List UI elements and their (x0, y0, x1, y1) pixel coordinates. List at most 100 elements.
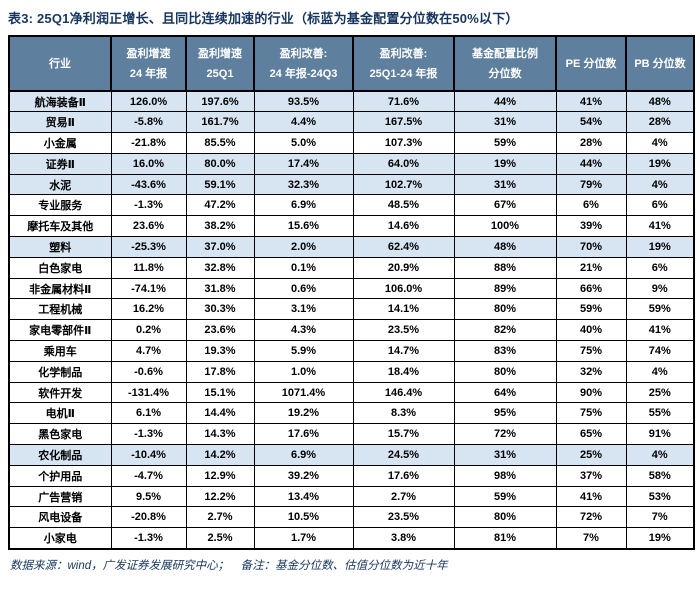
value-cell: 146.4% (352, 381, 455, 404)
value-cell: -0.6% (110, 360, 187, 383)
value-cell: 2.7% (352, 485, 455, 508)
table-row: 小金属 -21.8% 85.5% 5.0% 107.3% 59% 28% 4% (8, 132, 695, 154)
value-cell: 6% (625, 256, 695, 279)
value-cell: 39% (555, 215, 627, 238)
value-cell: -1.3% (110, 423, 187, 446)
value-cell: -20.8% (110, 506, 187, 529)
value-cell: 1.7% (253, 527, 354, 550)
industry-cell: 软件开发 (8, 381, 112, 404)
value-cell: 3.1% (253, 298, 354, 321)
value-cell: 3.8% (352, 527, 455, 550)
value-cell: -43.6% (110, 173, 187, 196)
value-cell: 4% (625, 132, 695, 154)
value-cell: 58% (625, 464, 695, 487)
industry-cell: 摩托车及其他 (8, 215, 112, 238)
value-cell: 64% (453, 381, 557, 404)
value-cell: 12.2% (185, 485, 255, 508)
value-cell: 28% (625, 111, 695, 134)
value-cell: 4% (625, 173, 695, 196)
value-cell: 75% (555, 340, 627, 362)
value-cell: 16.2% (110, 298, 187, 321)
value-cell: 23.5% (352, 319, 455, 342)
value-cell: -74.1% (110, 277, 187, 300)
value-cell: 79% (555, 173, 627, 196)
value-cell: 13.4% (253, 485, 354, 508)
industry-cell: 小金属 (8, 132, 112, 154)
value-cell: 80% (453, 506, 557, 529)
value-cell: 59% (453, 132, 557, 154)
value-cell: 9.5% (110, 485, 187, 508)
value-cell: 6.9% (253, 444, 354, 466)
value-cell: 48.5% (352, 194, 455, 217)
value-cell: 126.0% (110, 90, 187, 113)
value-cell: 17.4% (253, 152, 354, 175)
table-row: 摩托车及其他 23.6% 38.2% 15.6% 14.6% 100% 39% 41% (8, 215, 695, 238)
value-cell: 89% (453, 277, 557, 300)
value-cell: 23.6% (110, 215, 187, 238)
value-cell: 21% (555, 256, 627, 279)
value-cell: 14.1% (352, 298, 455, 321)
value-cell: 1071.4% (253, 381, 354, 404)
table-row: 化学制品 -0.6% 17.8% 1.0% 18.4% 80% 32% 4% (8, 360, 695, 383)
value-cell: 70% (555, 236, 627, 258)
value-cell: 19% (453, 152, 557, 175)
value-cell: 2.5% (185, 527, 255, 550)
value-cell: 59% (555, 298, 627, 321)
header-row: 行业 盈利增速 24 年报 盈利增速 25Q1 盈利改善: 24 年报-24Q3 盈利改善: 2… (8, 35, 695, 92)
value-cell: 16.0% (110, 152, 187, 175)
column-header: 盈利改善: 25Q1-24 年报 (352, 35, 455, 92)
value-cell: 4.3% (253, 319, 354, 342)
value-cell: 32.3% (253, 173, 354, 196)
value-cell: 6.9% (253, 194, 354, 217)
value-cell: 19.3% (185, 340, 255, 362)
value-cell: -131.4% (110, 381, 187, 404)
industry-cell: 工程机械 (8, 298, 112, 321)
value-cell: 80.0% (185, 152, 255, 175)
value-cell: 30.3% (185, 298, 255, 321)
value-cell: 65% (555, 423, 627, 446)
value-cell: 19% (625, 236, 695, 258)
value-cell: -4.7% (110, 464, 187, 487)
table-row: 黑色家电 -1.3% 14.3% 17.6% 15.7% 72% 65% 91% (8, 423, 695, 446)
column-header: PE 分位数 (555, 35, 627, 92)
table-row: 家电零部件Ⅱ 0.2% 23.6% 4.3% 23.5% 82% 40% 41% (8, 319, 695, 342)
value-cell: 18.4% (352, 360, 455, 383)
value-cell: 106.0% (352, 277, 455, 300)
value-cell: 37.0% (185, 236, 255, 258)
table-row: 专业服务 -1.3% 47.2% 6.9% 48.5% 67% 6% 6% (8, 194, 695, 217)
value-cell: 161.7% (185, 111, 255, 134)
value-cell: 72% (453, 423, 557, 446)
table-row: 证券Ⅱ 16.0% 80.0% 17.4% 64.0% 19% 44% 19% (8, 152, 695, 175)
value-cell: 44% (453, 90, 557, 113)
value-cell: 14.3% (185, 423, 255, 446)
value-cell: 71.6% (352, 90, 455, 113)
value-cell: 1.0% (253, 360, 354, 383)
value-cell: 98% (453, 464, 557, 487)
value-cell: 95% (453, 402, 557, 425)
value-cell: 48% (625, 90, 695, 113)
value-cell: 67% (453, 194, 557, 217)
value-cell: 167.5% (352, 111, 455, 134)
value-cell: 25% (625, 381, 695, 404)
industry-cell: 航海装备Ⅱ (8, 90, 112, 113)
value-cell: 14.6% (352, 215, 455, 238)
industry-cell: 贸易Ⅱ (8, 111, 112, 134)
value-cell: 15.1% (185, 381, 255, 404)
value-cell: 74% (625, 340, 695, 362)
value-cell: -21.8% (110, 132, 187, 154)
value-cell: 17.6% (253, 423, 354, 446)
value-cell: 10.5% (253, 506, 354, 529)
industry-cell: 白色家电 (8, 256, 112, 279)
value-cell: 82% (453, 319, 557, 342)
value-cell: -1.3% (110, 194, 187, 217)
value-cell: 39.2% (253, 464, 354, 487)
table-row: 航海装备Ⅱ 126.0% 197.6% 93.5% 71.6% 44% 41% 48% (8, 90, 695, 113)
value-cell: 41% (625, 319, 695, 342)
value-cell: 20.9% (352, 256, 455, 279)
value-cell: 32.8% (185, 256, 255, 279)
value-cell: 107.3% (352, 132, 455, 154)
page-title: 表3: 25Q1净利润正增长、且同比连续加速的行业（标蓝为基金配置分位数在50%… (8, 11, 519, 26)
value-cell: 2.7% (185, 506, 255, 529)
value-cell: 197.6% (185, 90, 255, 113)
value-cell: 0.2% (110, 319, 187, 342)
